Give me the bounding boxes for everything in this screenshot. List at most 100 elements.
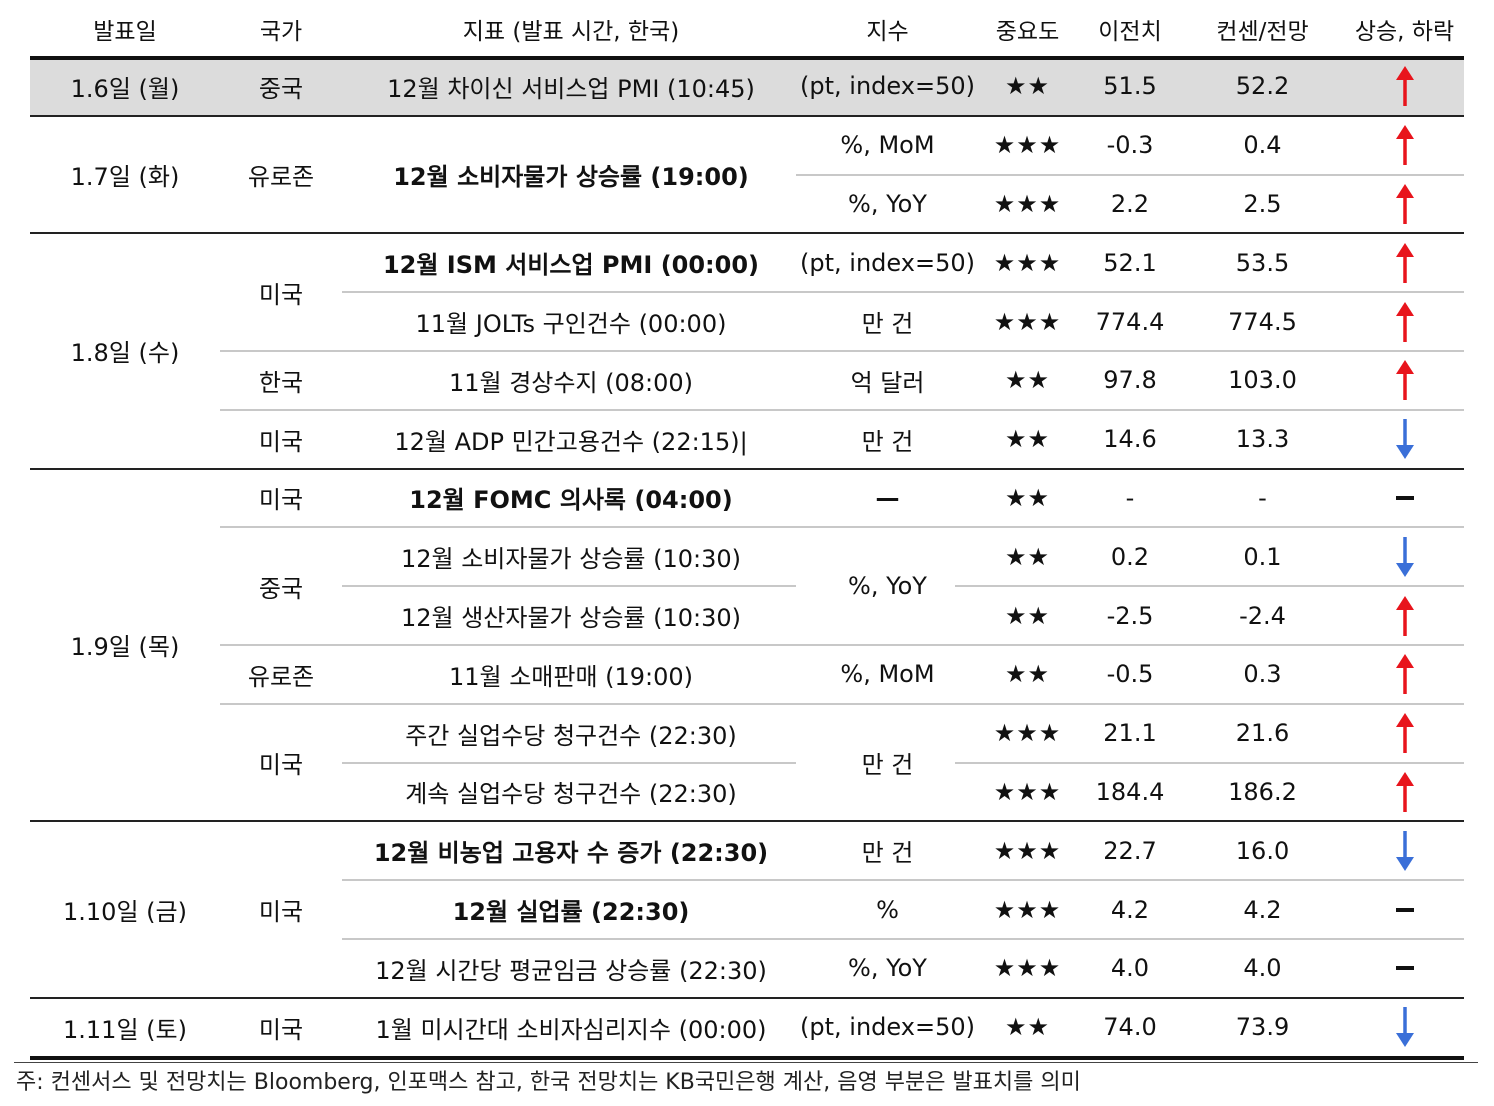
- consensus-value: 53.5: [1235, 248, 1290, 277]
- previous-value: 97.8: [1103, 366, 1157, 395]
- indicator-cell: 11월 경상수지 (08:00): [448, 368, 694, 397]
- row-divider: [220, 702, 1464, 705]
- country-cell: 미국: [258, 486, 304, 515]
- down-arrow-icon: [1345, 998, 1464, 1057]
- importance-stars: ★★: [1004, 1013, 1051, 1042]
- consensus-value: 0.4: [1243, 131, 1282, 160]
- header-consensus: 컨센/전망: [1216, 18, 1309, 45]
- indicator-cell: 11월 소매판매 (19:00): [448, 662, 694, 691]
- unit-cell: %, YoY: [848, 954, 927, 983]
- date-group-divider: [30, 820, 1464, 823]
- importance-stars: ★★: [1004, 72, 1051, 101]
- unit-cell: (pt, index=50): [800, 1013, 975, 1042]
- header-country: 국가: [259, 18, 303, 45]
- consensus-value: 52.2: [1235, 72, 1290, 101]
- unit-cell: %, YoY: [848, 572, 927, 601]
- indicator-cell: 주간 실업수당 청구건수 (22:30): [405, 721, 737, 750]
- previous-value: -0.5: [1106, 660, 1154, 689]
- up-arrow-icon: [1345, 763, 1464, 822]
- date-cell: 1.11일 (토): [63, 1015, 187, 1044]
- date-cell: 1.6일 (월): [70, 74, 180, 103]
- indicator-cell: 12월 소비자물가 상승률 (19:00): [393, 163, 749, 192]
- row-divider: [342, 938, 1464, 940]
- consensus-value: -2.4: [1239, 601, 1286, 630]
- up-arrow-icon: [1345, 175, 1464, 234]
- previous-value: -2.5: [1106, 601, 1154, 630]
- importance-stars: ★★: [1004, 660, 1051, 689]
- consensus-value: 2.5: [1243, 189, 1282, 218]
- unit-cell: (pt, index=50): [800, 248, 975, 277]
- country-cell: 미국: [258, 751, 304, 780]
- consensus-value: 4.2: [1243, 895, 1282, 924]
- up-arrow-icon: [1345, 586, 1464, 645]
- row-divider: [220, 644, 1464, 646]
- indicator-cell: 계속 실업수당 청구건수 (22:30): [405, 780, 737, 809]
- header-direction: 상승, 하락: [1354, 18, 1455, 45]
- up-arrow-icon: [1345, 57, 1464, 116]
- importance-stars: ★★: [1004, 366, 1051, 395]
- down-arrow-icon: [1345, 527, 1464, 586]
- up-arrow-icon: [1345, 704, 1464, 763]
- country-cell: 중국: [258, 74, 304, 103]
- importance-stars: ★★: [1004, 483, 1051, 512]
- country-cell: 미국: [258, 898, 304, 927]
- unit-cell: %, MoM: [840, 131, 935, 160]
- importance-stars: ★★: [1004, 425, 1051, 454]
- header-unit: 지수: [866, 18, 909, 45]
- flat-dash-icon: [1345, 880, 1464, 939]
- header-importance: 중요도: [995, 18, 1060, 45]
- previous-value: 74.0: [1103, 1013, 1157, 1042]
- country-cell: 미국: [258, 280, 304, 309]
- consensus-value: -: [1258, 483, 1267, 512]
- consensus-value: 4.0: [1243, 954, 1282, 983]
- row-divider: [342, 291, 1464, 294]
- row-divider: [955, 585, 1464, 588]
- previous-value: 51.5: [1103, 72, 1157, 101]
- indicator-cell: 12월 시간당 평균임금 상승률 (22:30): [375, 956, 767, 985]
- country-cell: 미국: [258, 427, 304, 456]
- importance-stars: ★★★: [993, 719, 1062, 748]
- indicator-cell: 11월 JOLTs 구인건수 (00:00): [415, 310, 727, 339]
- table-bottom-rule: [30, 1055, 1464, 1060]
- country-cell: 유로존: [247, 163, 315, 192]
- indicator-cell: 12월 생산자물가 상승률 (10:30): [400, 604, 742, 633]
- consensus-value: 774.5: [1228, 307, 1297, 336]
- previous-value: 4.2: [1110, 895, 1150, 924]
- previous-value: 14.6: [1103, 425, 1157, 454]
- header-date: 발표일: [93, 18, 157, 45]
- row-divider: [342, 761, 796, 764]
- previous-value: 0.2: [1110, 542, 1150, 571]
- date-group-divider: [30, 232, 1464, 235]
- previous-value: 21.1: [1103, 719, 1157, 748]
- unit-cell: 만 건: [861, 839, 914, 868]
- previous-value: -0.3: [1106, 131, 1154, 160]
- up-arrow-icon: [1345, 645, 1464, 704]
- header-rule: [30, 56, 1464, 60]
- indicator-cell: 1월 미시간대 소비자심리지수 (00:00): [375, 1015, 767, 1044]
- released-row-shading: [30, 57, 1464, 116]
- consensus-value: 186.2: [1228, 777, 1297, 806]
- consensus-value: 13.3: [1235, 425, 1290, 454]
- previous-value: 774.4: [1095, 307, 1165, 336]
- importance-stars: ★★★: [993, 189, 1062, 218]
- previous-value: 22.7: [1103, 836, 1157, 865]
- importance-stars: ★★★: [993, 954, 1062, 983]
- unit-cell: 만 건: [861, 751, 914, 780]
- consensus-value: 0.1: [1243, 542, 1282, 571]
- up-arrow-icon: [1345, 292, 1464, 351]
- indicator-cell: 12월 FOMC 의사록 (04:00): [409, 486, 733, 515]
- up-arrow-icon: [1345, 351, 1464, 410]
- previous-value: -: [1125, 483, 1135, 512]
- date-group-divider: [30, 114, 1464, 117]
- consensus-value: 73.9: [1235, 1013, 1290, 1042]
- unit-cell: 억 달러: [850, 368, 925, 397]
- indicator-cell: 12월 ADP 민간고용건수 (22:15)|: [394, 427, 748, 456]
- row-divider: [955, 761, 1464, 764]
- indicator-cell: 12월 비농업 고용자 수 증가 (22:30): [373, 839, 769, 868]
- row-divider: [342, 585, 796, 588]
- consensus-value: 0.3: [1243, 660, 1282, 689]
- date-group-divider: [30, 996, 1464, 999]
- flat-dash-icon: [1345, 469, 1464, 528]
- date-cell: 1.10일 (금): [63, 898, 187, 927]
- down-arrow-icon: [1345, 821, 1464, 880]
